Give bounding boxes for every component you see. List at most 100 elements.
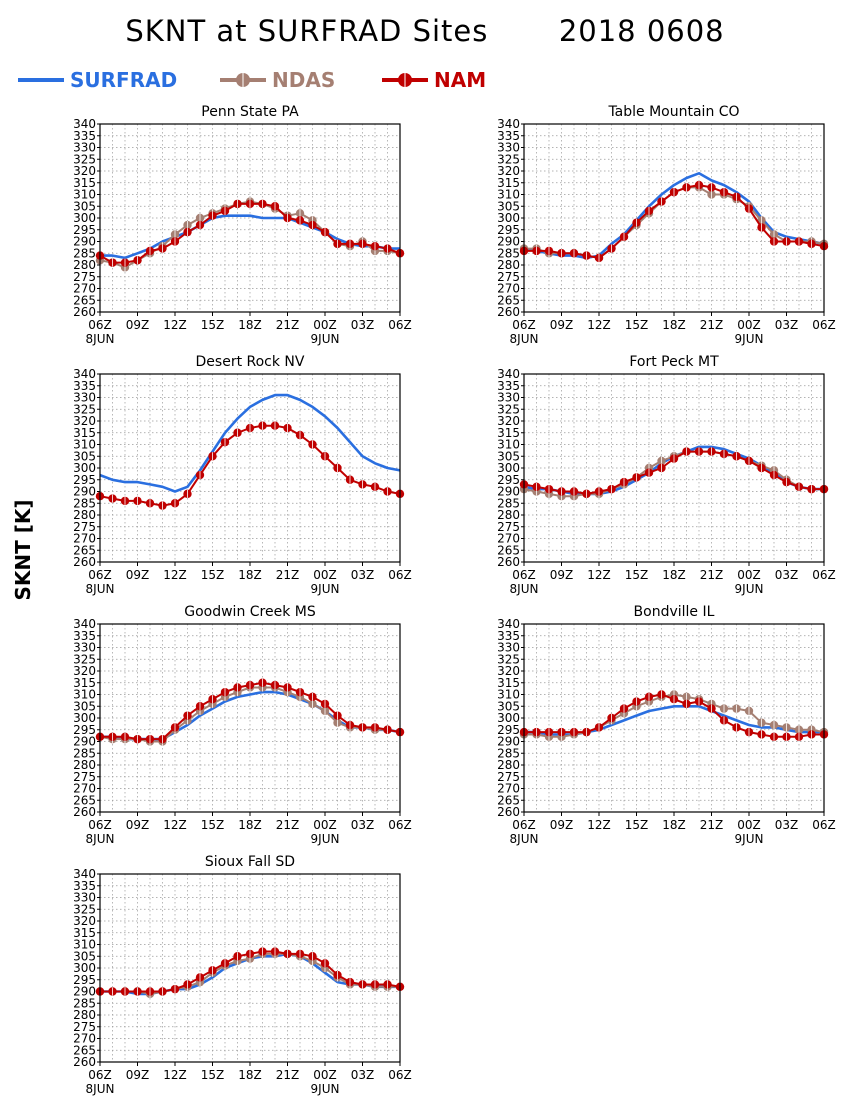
legend-item-surfrad: SURFRAD — [14, 64, 184, 98]
y-tick-label: 280 — [497, 758, 520, 772]
x-tick-label: 06Z — [388, 1068, 412, 1082]
x-tick-sublabel: 8JUN — [86, 832, 115, 846]
y-tick-label: 340 — [73, 117, 96, 131]
x-tick-label: 00Z — [737, 818, 761, 832]
y-tick-label: 260 — [73, 805, 96, 819]
y-tick-label: 310 — [73, 438, 96, 452]
x-tick-label: 12Z — [587, 568, 611, 582]
x-tick-label: 15Z — [201, 568, 225, 582]
y-tick-label: 290 — [497, 485, 520, 499]
y-tick-label: 280 — [497, 258, 520, 272]
y-tick-label: 315 — [497, 676, 520, 690]
x-tick-label: 18Z — [662, 818, 686, 832]
y-tick-label: 320 — [73, 914, 96, 928]
x-tick-sublabel: 8JUN — [86, 1082, 115, 1096]
y-tick-label: 315 — [73, 426, 96, 440]
x-tick-label: 09Z — [126, 318, 150, 332]
y-tick-label: 310 — [73, 188, 96, 202]
chart-frame — [99, 873, 401, 1063]
y-tick-label: 320 — [73, 664, 96, 678]
y-tick-label: 330 — [73, 391, 96, 405]
x-tick-label: 18Z — [238, 318, 262, 332]
figure-title: SKNT at SURFRAD Sites 2018 0608 — [0, 14, 850, 48]
y-tick-label: 270 — [73, 1032, 96, 1046]
y-tick-label: 335 — [497, 379, 520, 393]
y-tick-label: 275 — [73, 520, 96, 534]
y-tick-label: 290 — [73, 235, 96, 249]
y-tick-label: 325 — [73, 402, 96, 416]
y-tick-label: 315 — [497, 176, 520, 190]
y-tick-label: 335 — [73, 379, 96, 393]
x-tick-label: 00Z — [313, 318, 337, 332]
x-tick-label: 03Z — [351, 568, 375, 582]
y-axis-label: SKNT [K] — [11, 499, 35, 600]
series-line-surfrad — [99, 393, 401, 493]
y-tick-label: 265 — [73, 543, 96, 557]
chart-panel-2: Desert Rock NV26026527027528028529029530… — [73, 354, 412, 596]
x-tick-sublabel: 9JUN — [311, 332, 340, 346]
x-tick-label: 06Z — [388, 818, 412, 832]
x-tick-label: 18Z — [238, 568, 262, 582]
y-tick-label: 275 — [497, 270, 520, 284]
y-tick-label: 270 — [73, 782, 96, 796]
y-axis-label-text: SKNT [K] — [11, 499, 35, 600]
chart-panel-0: Penn State PA 260265270275280285290295300… — [73, 104, 412, 346]
x-tick-label: 09Z — [550, 568, 574, 582]
y-tick-label: 270 — [497, 782, 520, 796]
x-tick-label: 12Z — [163, 318, 187, 332]
y-tick-label: 280 — [497, 508, 520, 522]
y-tick-label: 300 — [497, 211, 520, 225]
y-tick-label: 325 — [497, 402, 520, 416]
y-tick-label: 295 — [73, 973, 96, 987]
x-tick-label: 03Z — [351, 1068, 375, 1082]
chart-frame — [99, 373, 401, 563]
y-tick-label: 300 — [497, 711, 520, 725]
y-tick-label: 260 — [73, 1055, 96, 1069]
y-tick-label: 315 — [73, 676, 96, 690]
y-tick-label: 330 — [497, 641, 520, 655]
x-tick-label: 06Z — [88, 318, 112, 332]
y-tick-label: 280 — [73, 508, 96, 522]
y-tick-label: 300 — [497, 461, 520, 475]
chart-panel-3: Fort Peck MT2602652702752802852902953003… — [497, 354, 836, 596]
x-tick-label: 21Z — [700, 818, 724, 832]
y-tick-label: 320 — [497, 164, 520, 178]
x-tick-sublabel: 8JUN — [510, 332, 539, 346]
x-tick-sublabel: 9JUN — [311, 832, 340, 846]
chart-panel-6: Sioux Fall SD 260265270275280285290295300… — [73, 854, 412, 1096]
series-line-ndas — [99, 200, 401, 269]
x-tick-label: 06Z — [388, 568, 412, 582]
series-line-ndas — [524, 186, 825, 259]
x-tick-label: 09Z — [126, 568, 150, 582]
y-tick-label: 280 — [73, 758, 96, 772]
x-tick-label: 06Z — [388, 318, 412, 332]
x-tick-label: 06Z — [812, 318, 836, 332]
y-tick-label: 320 — [497, 414, 520, 428]
y-tick-label: 285 — [73, 496, 96, 510]
x-tick-label: 12Z — [163, 568, 187, 582]
y-tick-label: 295 — [497, 723, 520, 737]
y-tick-label: 290 — [73, 985, 96, 999]
x-tick-label: 18Z — [238, 818, 262, 832]
y-tick-label: 310 — [497, 188, 520, 202]
y-tick-label: 285 — [73, 996, 96, 1010]
chart-frame — [523, 373, 825, 563]
x-tick-label: 18Z — [238, 1068, 262, 1082]
x-tick-sublabel: 9JUN — [735, 832, 764, 846]
y-tick-label: 320 — [497, 664, 520, 678]
y-tick-label: 330 — [73, 891, 96, 905]
figure-title-main: SKNT at SURFRAD Sites — [125, 14, 489, 48]
x-tick-label: 15Z — [625, 318, 649, 332]
y-tick-label: 295 — [497, 223, 520, 237]
x-tick-label: 15Z — [201, 1068, 225, 1082]
y-tick-label: 325 — [73, 652, 96, 666]
x-tick-label: 21Z — [276, 1068, 300, 1082]
y-tick-label: 315 — [497, 426, 520, 440]
x-tick-label: 03Z — [351, 318, 375, 332]
chart-title: Goodwin Creek MS — [184, 604, 316, 620]
x-tick-label: 09Z — [550, 318, 574, 332]
y-tick-label: 335 — [497, 129, 520, 143]
x-tick-label: 03Z — [351, 818, 375, 832]
y-tick-label: 270 — [497, 532, 520, 546]
